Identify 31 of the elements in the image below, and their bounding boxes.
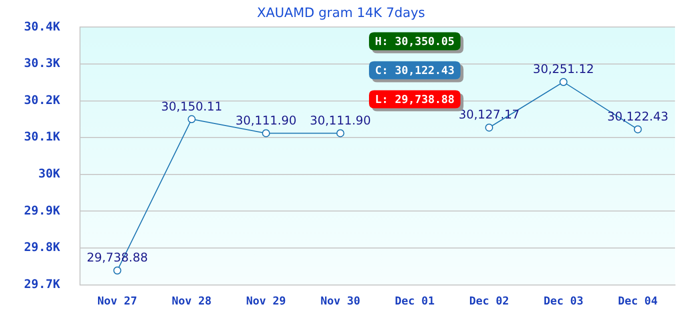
y-tick-label: 29.7K xyxy=(24,276,61,291)
data-label: 30,150.11 xyxy=(161,99,222,114)
data-label: 30,111.90 xyxy=(235,113,297,128)
x-tick-label: Nov 28 xyxy=(172,294,212,308)
point xyxy=(113,266,122,274)
point xyxy=(336,129,344,138)
annotation: L: 29,738.88 xyxy=(375,93,454,106)
x-tick-label: Nov 29 xyxy=(246,294,286,308)
y-tick-label: 30.1K xyxy=(24,130,61,144)
point xyxy=(188,115,196,124)
y-tick-label: 29.8K xyxy=(24,240,61,254)
y-tick-label: 30.2K xyxy=(24,92,61,107)
point xyxy=(262,129,270,138)
x-tick-label: Nov 30 xyxy=(320,294,360,308)
annotation: C: 30,122.43 xyxy=(375,64,454,78)
x-tick-label: Dec 04 xyxy=(618,294,658,308)
point xyxy=(559,78,568,86)
x-tick-label: Nov 27 xyxy=(97,294,138,308)
y-tick-label: 30.3K xyxy=(24,56,61,70)
chart-title: XAUAMD gram 14K 7days xyxy=(256,6,426,21)
data-label: 30,111.90 xyxy=(310,113,371,128)
y-tick-label: 30.4K xyxy=(24,19,61,34)
x-tick-label: Dec 03 xyxy=(544,294,584,308)
x-tick-label: Dec 01 xyxy=(394,294,435,308)
y-tick-label: 30K xyxy=(38,166,61,181)
annotation: H: 30,350.05 xyxy=(375,35,454,48)
point xyxy=(634,125,642,134)
point xyxy=(485,124,494,132)
y-tick-label: 29.9K xyxy=(24,203,61,218)
x-tick-label: Dec 02 xyxy=(469,294,509,308)
data-label: 30,251.12 xyxy=(532,62,594,76)
